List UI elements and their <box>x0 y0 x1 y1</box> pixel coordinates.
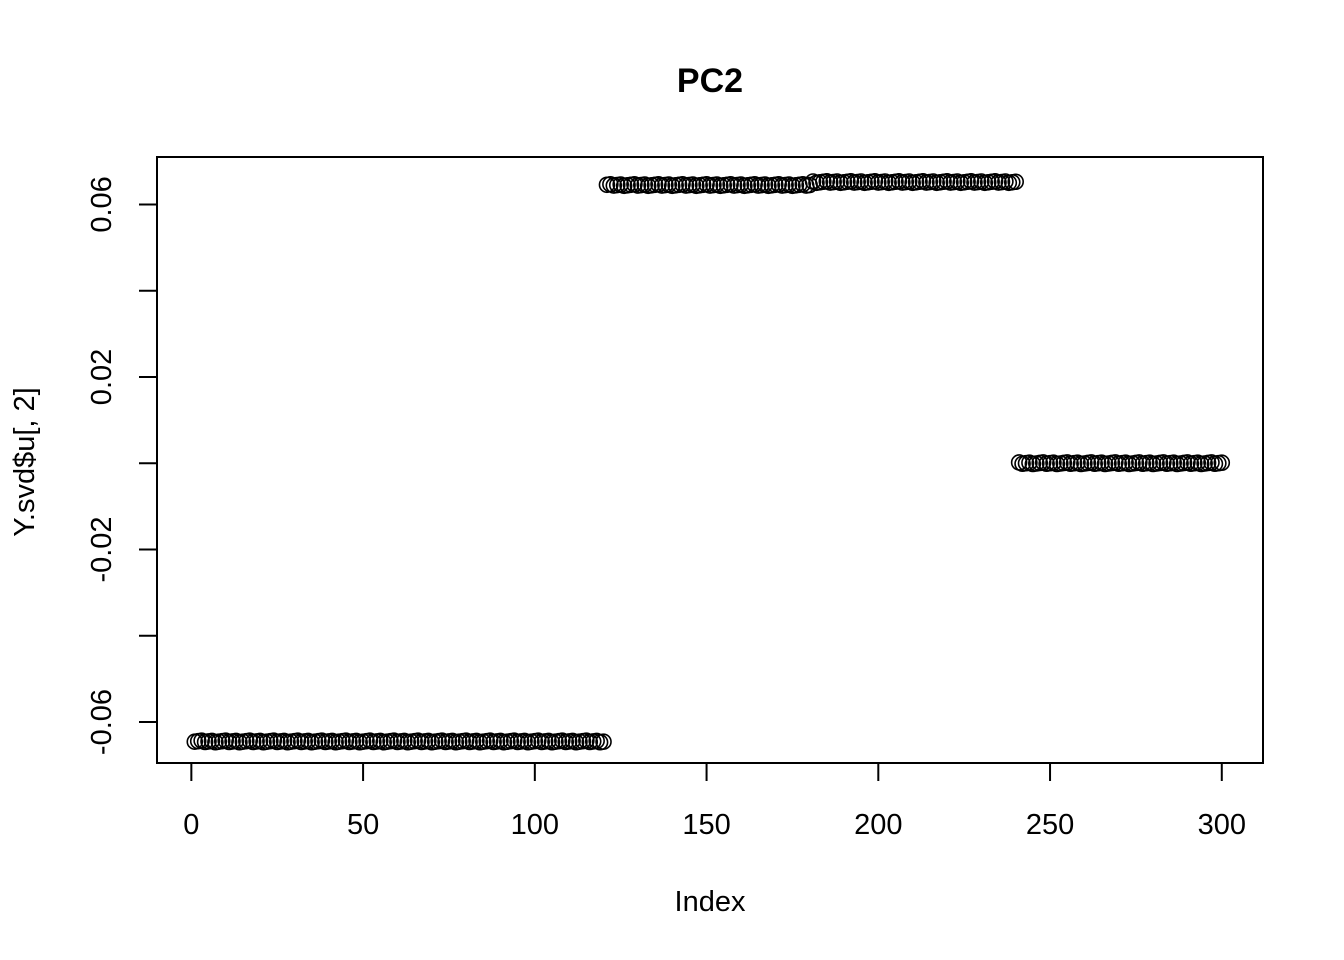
data-point <box>595 733 612 750</box>
x-axis-label: Index <box>675 886 746 918</box>
y-tick-label: -0.06 <box>86 689 118 755</box>
chart-title: PC2 <box>677 62 743 100</box>
x-axis: 0 50 100 150 200 250 300 <box>183 762 1246 841</box>
data-point <box>1213 454 1231 472</box>
data-points <box>186 172 1231 751</box>
y-tick-label: 0.02 <box>86 349 118 405</box>
x-tick-label: 0 <box>183 809 199 841</box>
x-tick-label: 50 <box>347 809 379 841</box>
y-axis: -0.06 -0.02 0.02 0.06 <box>86 176 158 755</box>
y-axis-label: Y.svd$u[, 2] <box>9 387 41 536</box>
x-tick-label: 200 <box>854 809 902 841</box>
y-tick-label: 0.06 <box>86 176 118 232</box>
plot-frame <box>156 156 1264 764</box>
x-tick-label: 150 <box>682 809 730 841</box>
x-tick-label: 300 <box>1198 809 1246 841</box>
x-tick-label: 250 <box>1026 809 1074 841</box>
y-tick-label: -0.02 <box>86 516 118 582</box>
data-point <box>1007 173 1024 191</box>
x-tick-label: 100 <box>511 809 559 841</box>
